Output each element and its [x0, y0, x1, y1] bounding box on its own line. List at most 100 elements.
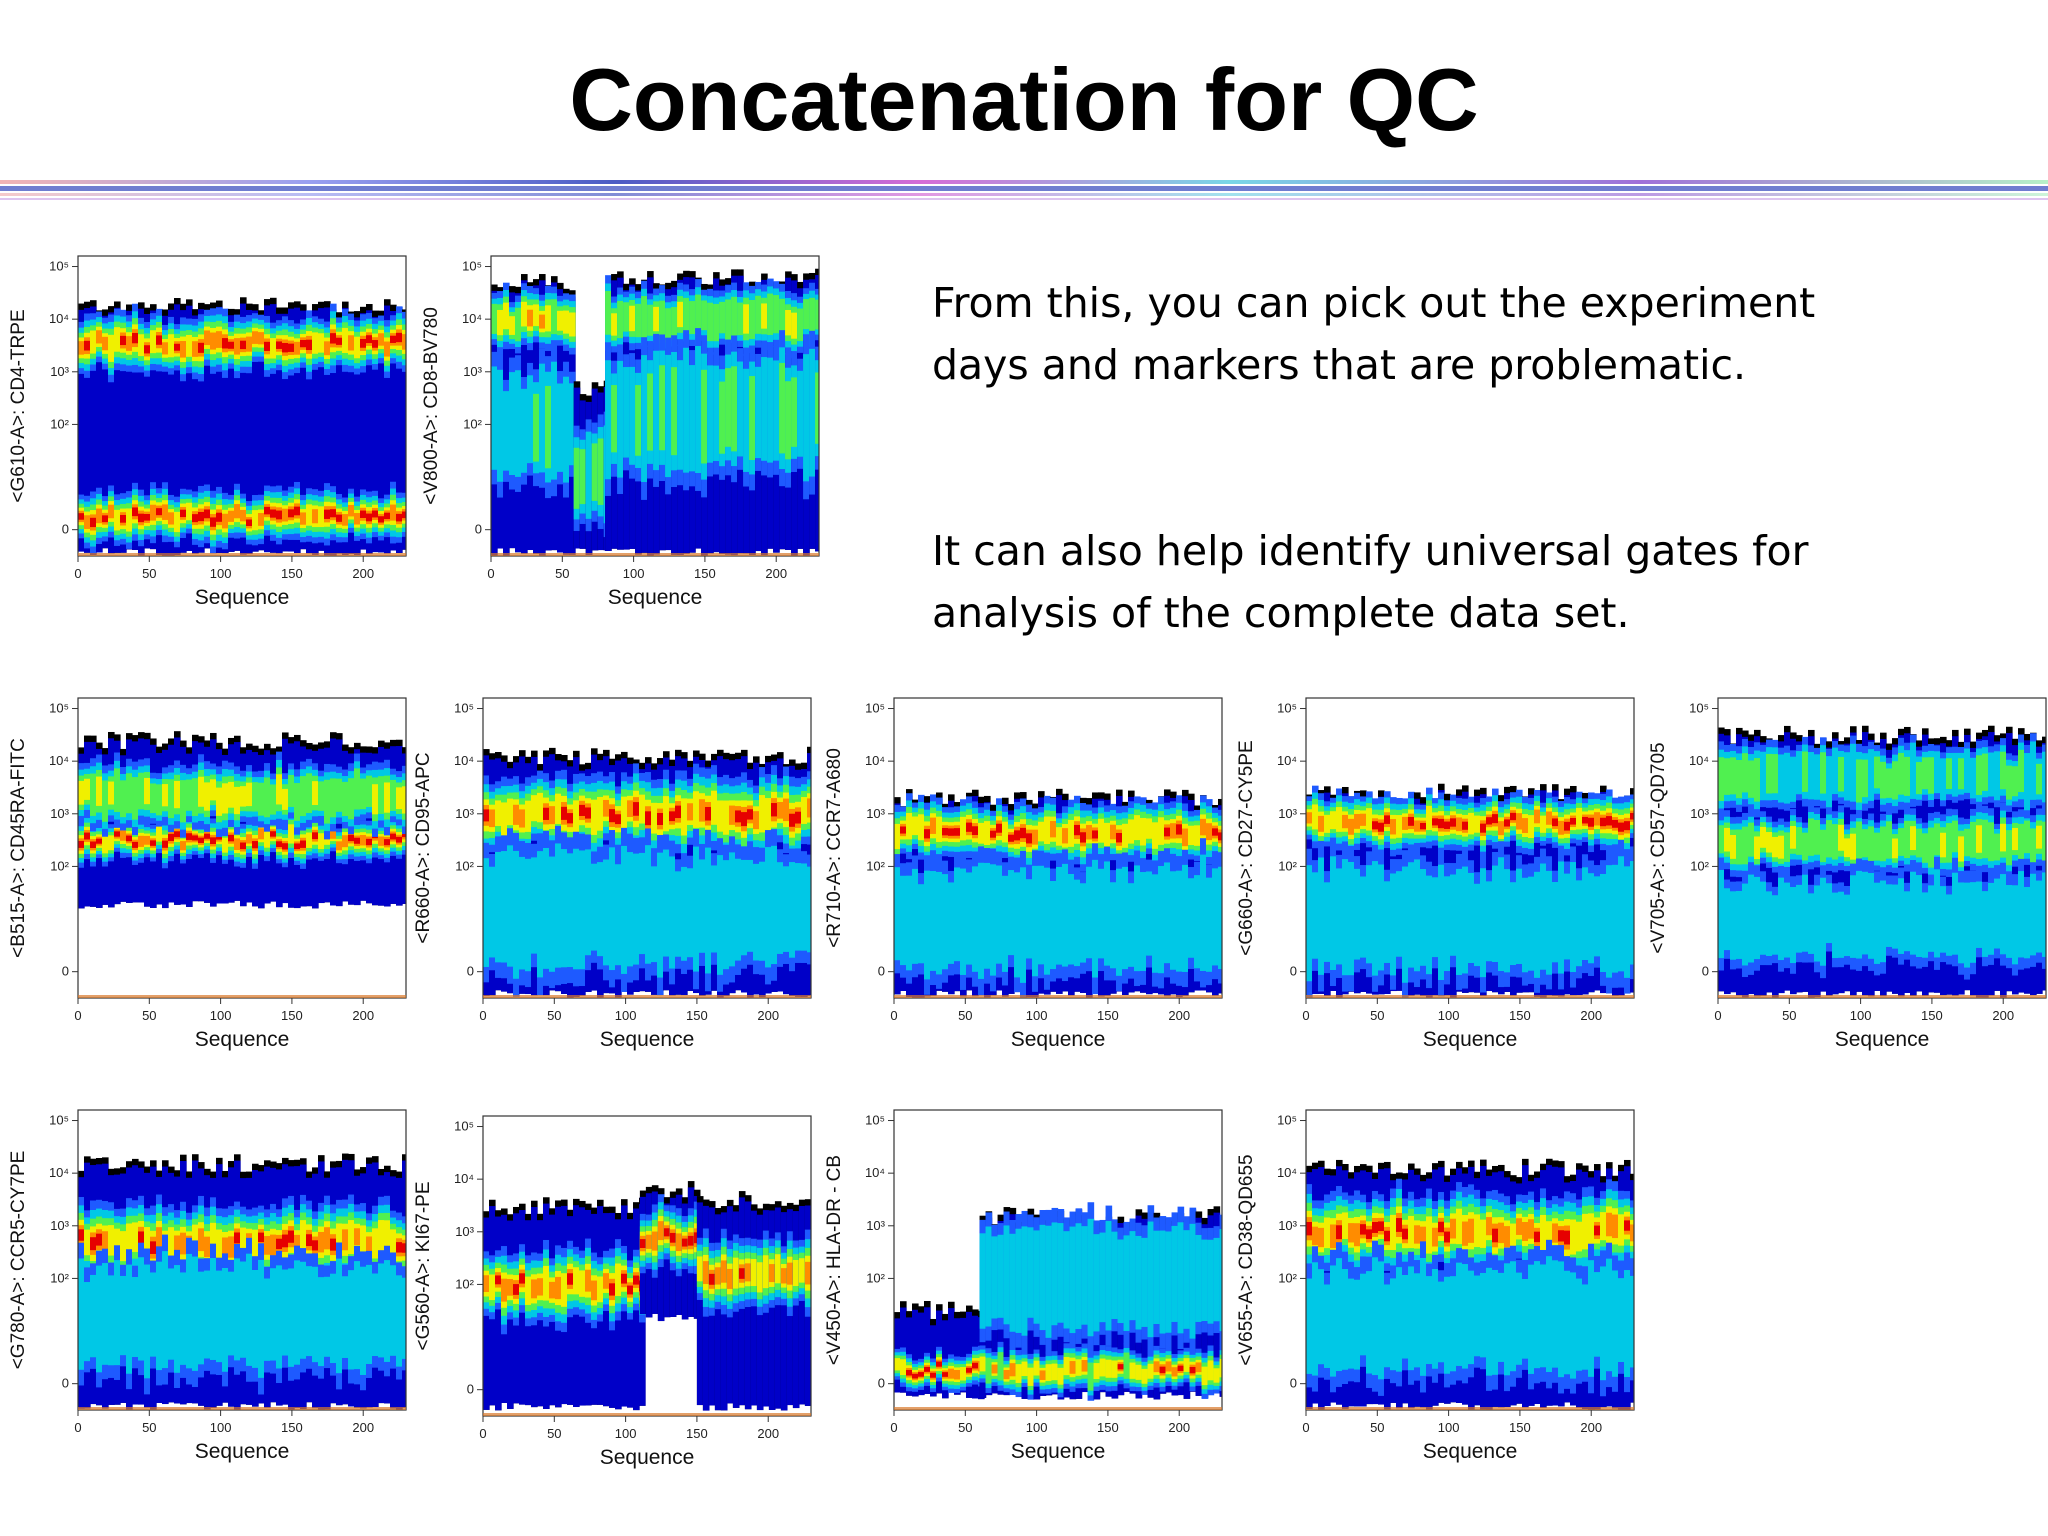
density-level-1: [108, 1275, 115, 1366]
y-tick-label: 10⁴: [49, 1165, 69, 1180]
density-level-5: [252, 841, 259, 849]
density-level-1: [1618, 856, 1625, 972]
density-level-2: [1988, 822, 1995, 862]
density-level-5: [270, 831, 277, 837]
x-tick-label: 50: [958, 1008, 972, 1023]
density-level-4: [1050, 821, 1057, 838]
density-level-2: [1856, 821, 1863, 860]
density-level-1: [495, 851, 502, 963]
density-level-4: [591, 1280, 598, 1301]
density-level-3: [569, 312, 576, 337]
density-level-1: [549, 856, 556, 972]
density-level-3: [282, 788, 289, 810]
plot-panel-cd45ra: 0 50 100 150 200 0 10² 10³ 10⁴ 10⁵ Sequence <B515-A…: [0, 680, 420, 1090]
density-level-5: [1564, 821, 1571, 831]
density-level-1: [809, 348, 816, 477]
density-level-5: [240, 340, 247, 350]
density-level-4: [246, 834, 253, 844]
plot-ccr5: 0 50 100 150 200010²10³10⁴10⁵Sequence<G780-A…: [8, 1109, 407, 1463]
density-level-1: [1982, 891, 1989, 957]
density-level-3: [525, 800, 532, 832]
plot-panel-cd4: 0 50 100 150 200 0 10² 10³ 10⁴ 10⁵ Sequence <G610-A…: [0, 238, 420, 648]
density-base: [342, 307, 349, 555]
density-level-3: [210, 1222, 217, 1257]
density-level-3: [723, 800, 730, 835]
density-level-1: [912, 868, 919, 964]
density-level-3: [252, 1229, 259, 1260]
density-level-1: [1098, 868, 1105, 959]
density-level-4: [174, 1235, 181, 1254]
density-base: [96, 316, 103, 553]
density-level-1: [669, 856, 676, 969]
density-level-1: [1372, 861, 1379, 976]
density-level-5: [390, 335, 397, 343]
density-level-1: [1552, 882, 1559, 963]
density-level-4: [228, 510, 235, 522]
density-level-5: [336, 337, 343, 345]
x-tick-label: 200: [352, 1420, 374, 1435]
density-level-1: [1994, 878, 2001, 949]
density-level-1: [900, 875, 907, 966]
density-level-5: [1378, 822, 1385, 832]
x-axis-label: Sequence: [195, 586, 290, 609]
density-level-1: [1206, 877, 1213, 972]
baseline-strip: [78, 1407, 406, 1410]
density-level-3: [711, 790, 718, 825]
density-level-2: [623, 302, 630, 332]
segment-0: [78, 731, 406, 909]
density-level-1: [1844, 752, 1851, 801]
density-level-1: [1952, 752, 1959, 797]
density-level-1: [1366, 865, 1373, 964]
density-level-4: [84, 515, 91, 529]
density-level-5: [912, 1373, 919, 1379]
density-level-1: [1318, 857, 1325, 975]
density-level-3: [210, 779, 217, 801]
density-level-5: [144, 345, 151, 354]
density-base: [114, 307, 121, 553]
density-level-1: [1134, 865, 1141, 972]
density-level-2: [1784, 832, 1791, 862]
density-level-5: [1014, 830, 1021, 841]
density-level-4: [342, 514, 349, 526]
density-level-4: [954, 1369, 961, 1380]
density-level-5: [738, 1268, 746, 1279]
density-level-2: [2024, 820, 2031, 854]
density-level-3: [1426, 805, 1433, 831]
density-level-1: [1438, 864, 1445, 981]
density-level-3: [216, 1229, 223, 1258]
density-level-1: [729, 852, 736, 967]
density-level-1: [978, 862, 985, 979]
y-tick-label: 10⁵: [49, 1113, 69, 1128]
density-level-4: [714, 1267, 722, 1285]
density-level-5: [174, 343, 181, 351]
density-level-1: [807, 866, 811, 953]
density-level-1: [1826, 756, 1833, 808]
density-level-3: [1540, 815, 1547, 833]
y-tick-label: 10⁵: [454, 1119, 474, 1134]
density-level-1: [1964, 882, 1971, 968]
density-base: [204, 310, 211, 549]
density-level-5: [174, 831, 181, 838]
density-level-3: [1068, 819, 1075, 847]
density-level-4: [96, 508, 103, 524]
density-level-1: [1988, 752, 1995, 797]
density-level-1: [1522, 877, 1529, 973]
density-level-2: [641, 296, 648, 339]
density-level-5: [396, 836, 403, 843]
y-tick-label: 10²: [1690, 858, 1709, 873]
density-level-1: [1600, 873, 1607, 973]
density-level-5: [1630, 812, 1634, 820]
density-level-5: [1438, 818, 1445, 829]
density-level-5: [84, 340, 91, 351]
density-level-1: [1306, 865, 1313, 982]
density-level-5: [192, 835, 199, 841]
density-base: [156, 318, 163, 555]
density-level-5: [336, 514, 343, 522]
density-base: [1766, 744, 1773, 993]
density-level-5: [1624, 821, 1631, 831]
density-level-2: [1826, 820, 1833, 858]
density-level-5: [900, 826, 907, 834]
y-tick-label: 10³: [50, 364, 69, 379]
density-level-1: [1606, 865, 1613, 978]
y-axis-label: <G610-A>: CD4-TRPE: [8, 309, 29, 502]
